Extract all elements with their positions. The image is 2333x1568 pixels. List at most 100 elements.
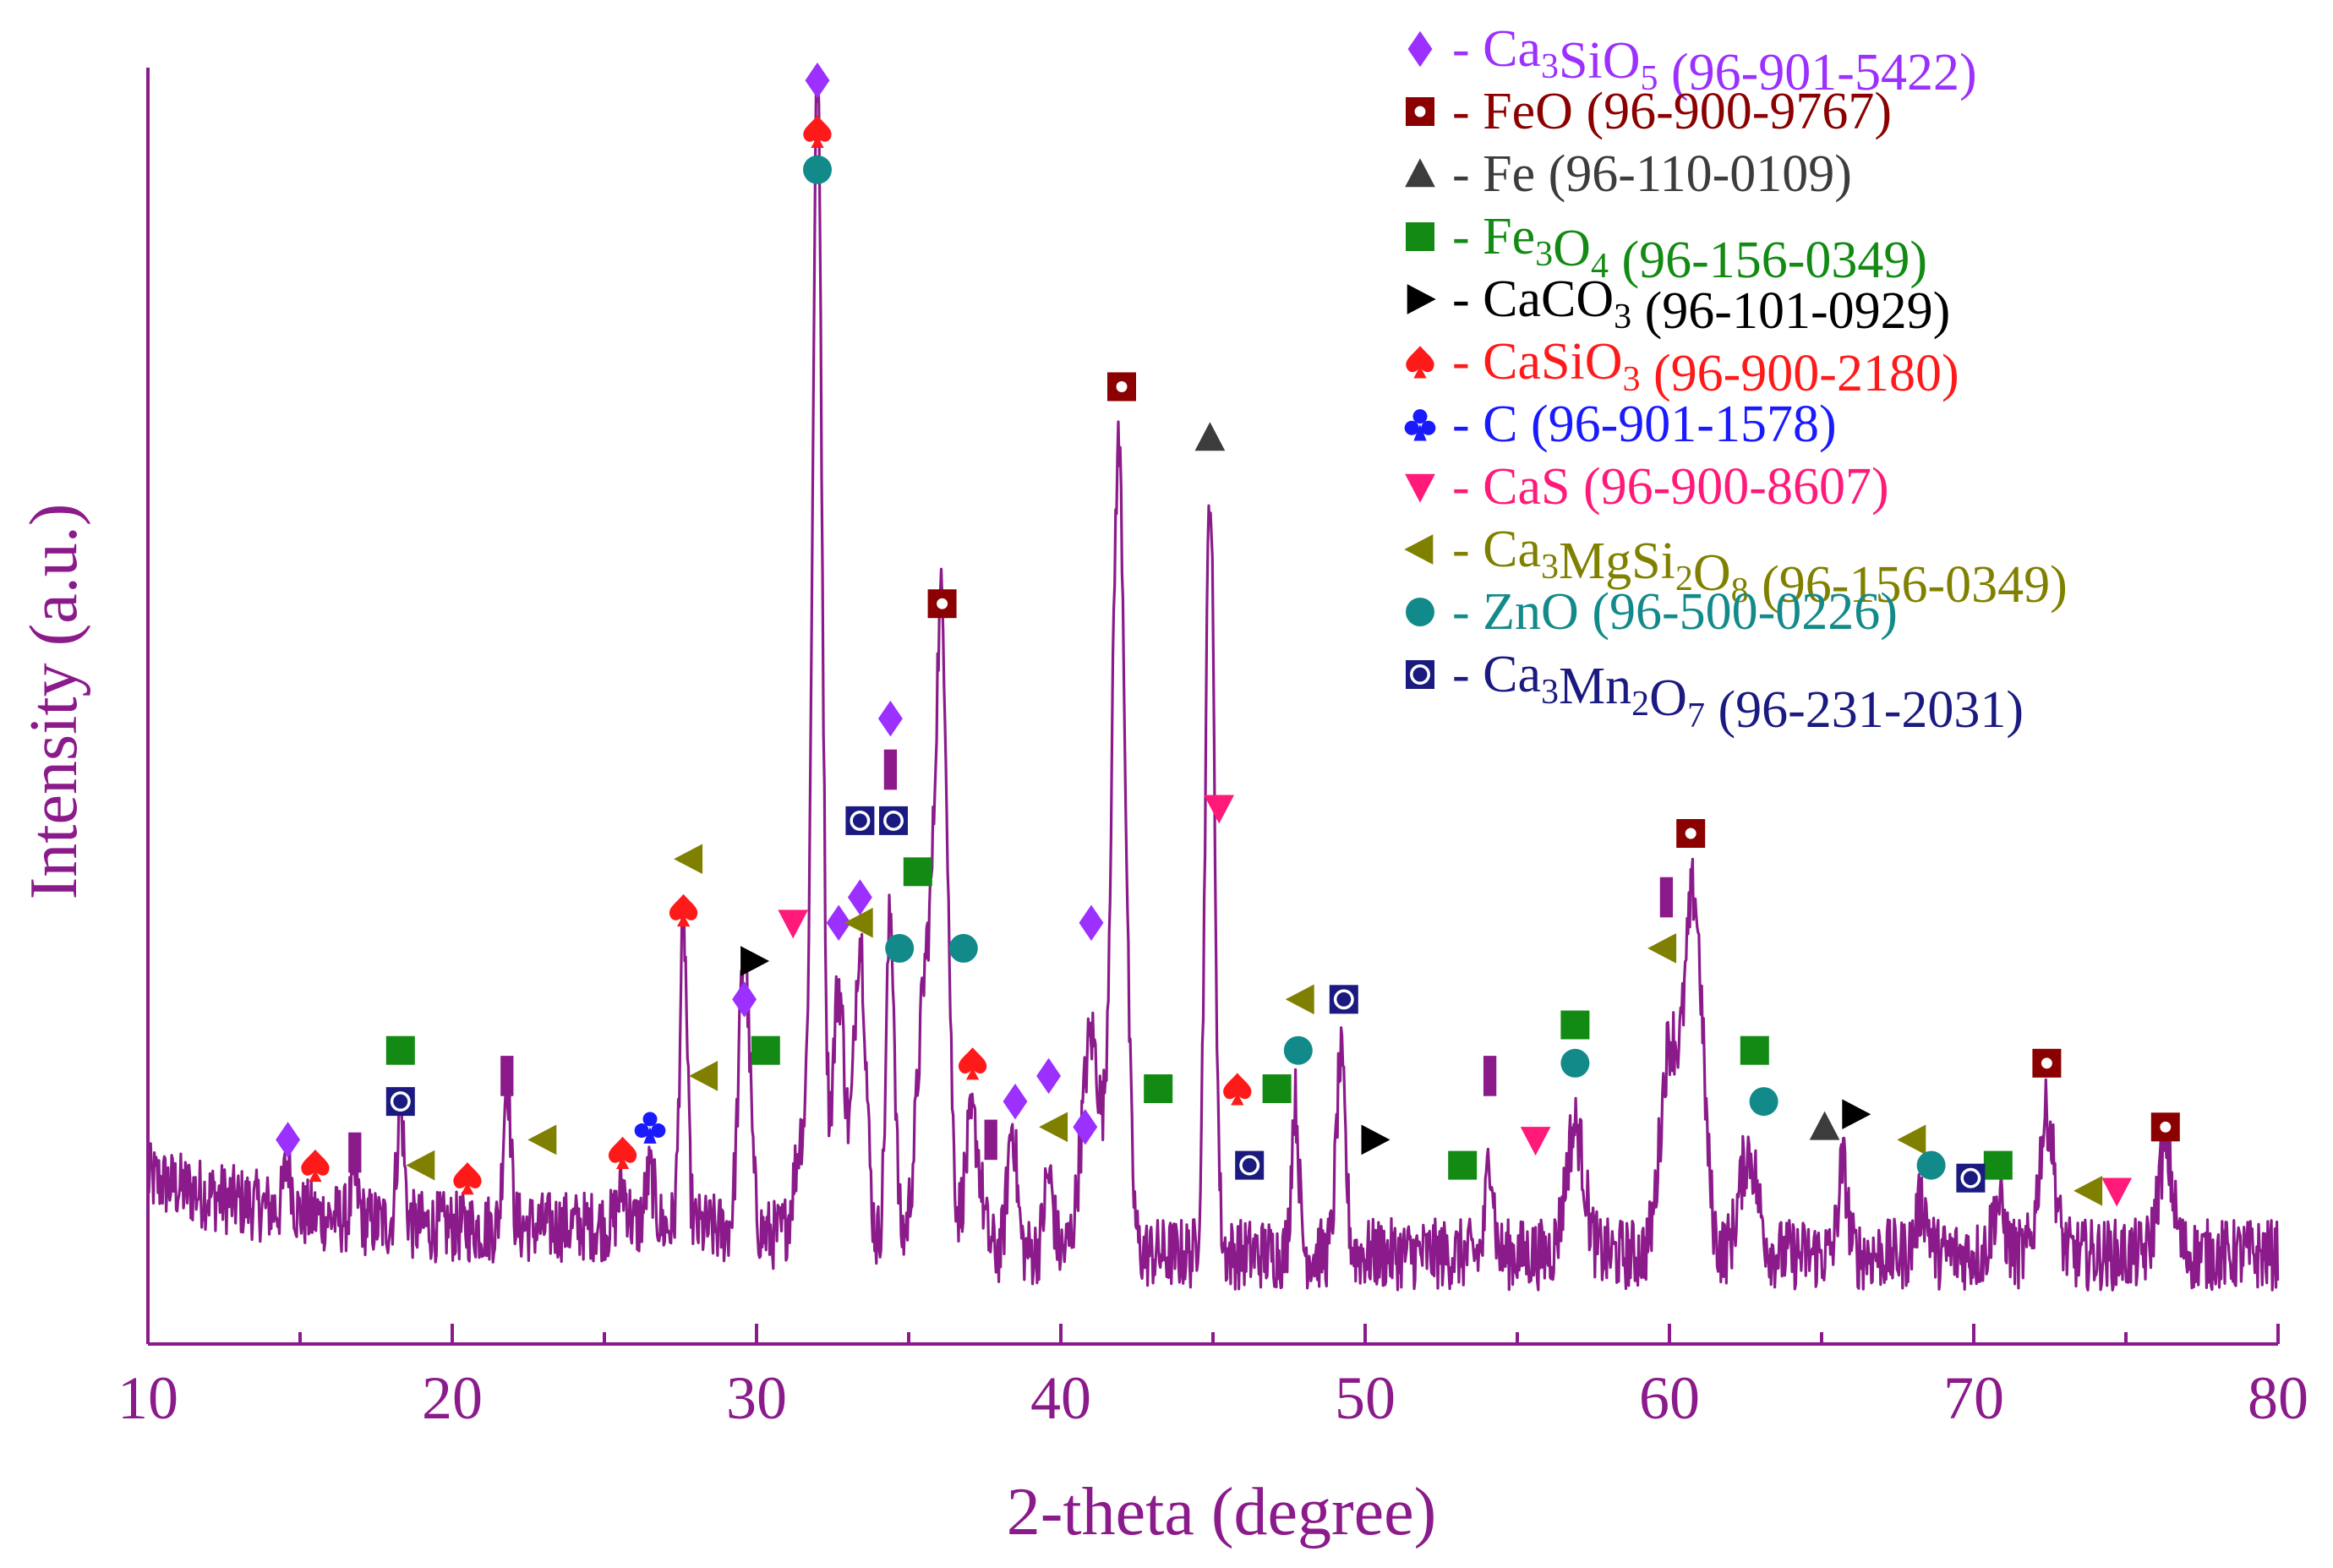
marker-fe3o4 [1448,1150,1478,1180]
marker-ca3mn2o7 [879,806,908,835]
legend-sub1: 3 [1614,298,1631,336]
marker-caco3 [1842,1099,1871,1130]
marker-ca3sio5 [1073,1109,1098,1145]
marker-ca3mgsi2o8 [2073,1175,2103,1206]
axes: 10 20 30 40 50 60 70 80 [117,68,2308,1432]
marker-ca3mn2o7 [1956,1163,1986,1193]
legend-entry: - Fe3O4 (96-156-0349) [1452,208,1927,289]
x-tick-label: 50 [1335,1364,1396,1432]
legend-tail: O [1693,544,1731,602]
xrd-pattern-line [146,78,2280,1292]
legend: - Ca3SiO5 (96-901-5422)- FeO (96-900-976… [1404,20,2068,739]
legend-mid: MgSi [1559,533,1675,590]
marker-ca3mn2o7 [845,806,875,835]
marker-feo [1107,372,1136,402]
marker-casio3 [301,1149,330,1183]
x-tick-label: 80 [2248,1364,2308,1432]
marker-unassigned [1659,877,1674,918]
marker-unassigned [1483,1056,1497,1096]
x-tick-label: 70 [1943,1364,2004,1432]
marker-ca3mgsi2o8 [674,844,703,875]
legend-tail: O [1649,669,1687,727]
marker-ca3sio5 [826,904,851,941]
marker-zno [1283,1035,1313,1065]
marker-fe [1194,422,1226,451]
legend-sub2: 5 [1641,59,1658,98]
legend-base: CaSiO [1483,333,1622,391]
marker-casio3 [1223,1073,1252,1106]
marker-zno [803,155,832,184]
legend-base: FeO [1483,83,1573,140]
legend-base: Ca [1483,521,1541,578]
marker-unassigned [883,749,898,790]
marker-ca3sio5 [1003,1083,1028,1120]
marker-ca3mgsi2o8 [689,1061,718,1091]
legend-base: Ca [1483,646,1541,703]
legend-sub3: 7 [1687,697,1705,735]
legend-entry: - Ca3Mn2O7 (96-231-2031) [1452,646,2024,739]
marker-casio3 [803,115,832,149]
marker-cas [1520,1127,1551,1156]
marker-fe3o4 [1262,1074,1292,1103]
legend-entry: - Ca3SiO5 (96-901-5422) [1452,20,1977,101]
marker-fe3o4 [1740,1035,1769,1065]
marker-ca3sio5 [877,700,903,737]
legend-sub2: 2 [1631,685,1649,724]
x-axis-title: 2-theta (degree) [1007,1475,1437,1549]
legend-sub1: 3 [1541,673,1559,712]
marker-ca3mn2o7 [385,1087,415,1117]
legend-symbol-triangle-down [1405,473,1435,503]
marker-feo [927,589,957,619]
legend-entry: - Fe (96-110-0109) [1452,145,1852,203]
marker-feo [2032,1048,2062,1078]
legend-base: Fe [1483,145,1535,203]
legend-entry: - C (96-901-1578) [1452,396,1837,453]
marker-ca3sio5 [732,981,757,1018]
marker-casio3 [958,1047,987,1080]
legend-base: C [1483,396,1517,453]
marker-ca3sio5 [1036,1057,1062,1095]
legend-entry: - Ca3MgSi2O8 (96-156-0349) [1452,521,2068,614]
marker-fe3o4 [1983,1150,2013,1180]
x-tick-label: 40 [1030,1364,1091,1432]
legend-entry: - ZnO (96-500-0226) [1452,583,1898,641]
legend-symbol-triangle-right [1407,284,1436,314]
marker-ca3mgsi2o8 [1039,1112,1068,1143]
marker-c [634,1112,666,1144]
marker-fe3o4 [1560,1010,1590,1040]
legend-entry: - CaSiO3 (96-900-2180) [1452,333,1959,402]
marker-zno [885,933,915,963]
phase-markers [276,62,2180,1207]
marker-zno [1916,1150,1946,1180]
marker-ca3mn2o7 [1235,1150,1265,1180]
legend-symbol-diamond [1407,30,1433,68]
marker-unassigned [984,1119,997,1161]
legend-base: CaS [1483,458,1570,516]
marker-ca3mgsi2o8 [527,1124,557,1156]
legend-mid: O [1553,220,1591,277]
legend-entry: - CaCO3 (96-101-0929) [1452,270,1950,340]
plot-area [146,78,2280,1292]
marker-caco3 [1361,1124,1391,1156]
legend-symbol-club [1404,409,1436,441]
legend-entry: - FeO (96-900-9767) [1452,83,1892,140]
marker-fe [1809,1111,1840,1140]
legend-sub1: 3 [1535,235,1553,274]
legend-symbol-square [1406,222,1434,251]
marker-ca3sio5 [276,1122,301,1158]
marker-ca3mgsi2o8 [844,907,873,938]
legend-mid: SiO [1559,32,1640,90]
legend-sub1: 3 [1541,47,1559,86]
marker-zno [1560,1048,1590,1078]
marker-casio3 [669,893,698,927]
legend-symbol-square-dot [1406,97,1434,126]
legend-base: ZnO [1483,583,1579,641]
x-tick-label: 20 [422,1364,483,1432]
y-axis-title: Intensity (a.u.) [17,504,91,900]
marker-cas [1204,795,1235,824]
legend-entry: - CaS (96-900-8607) [1452,458,1889,516]
marker-fe3o4 [903,857,932,887]
legend-symbol-triangle-up [1405,158,1435,188]
marker-ca3mgsi2o8 [1647,933,1677,964]
